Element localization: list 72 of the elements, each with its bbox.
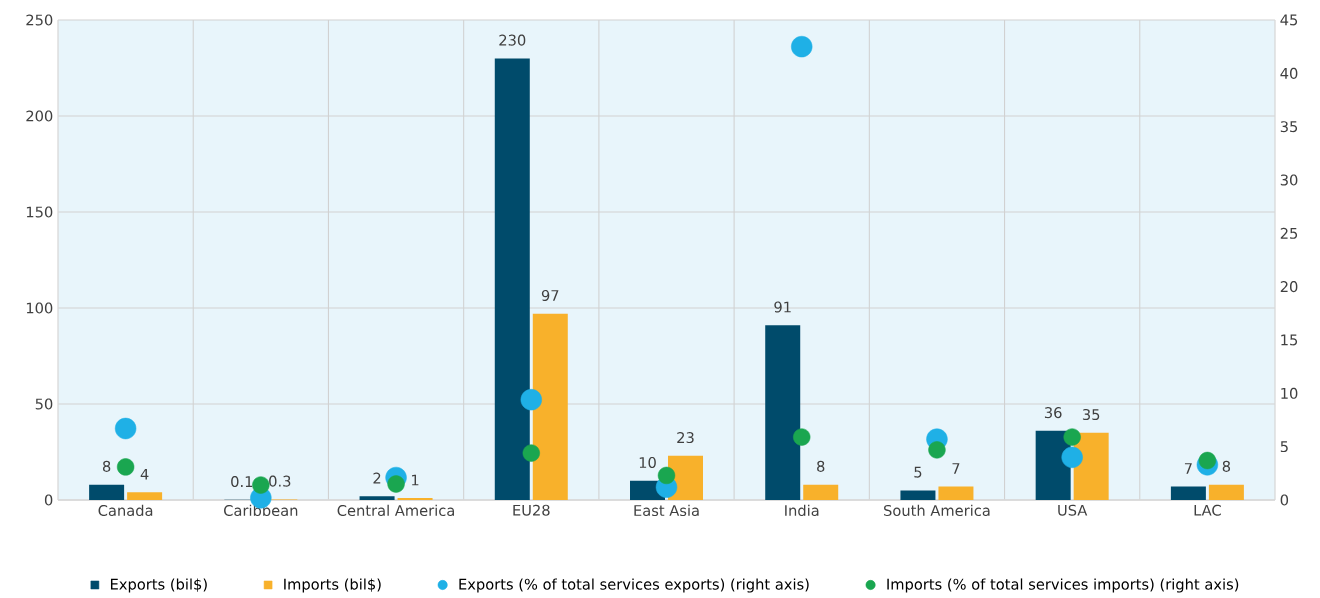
y-tick-label: 150 <box>26 206 53 218</box>
data-label: 36 <box>1044 407 1062 419</box>
legend-label: Imports (bil$) <box>284 578 381 593</box>
bar <box>359 496 395 500</box>
data-label: 10 <box>639 456 656 469</box>
point <box>791 35 813 58</box>
data-label: 91 <box>774 301 791 313</box>
point <box>1063 428 1081 446</box>
bar <box>900 490 936 500</box>
legend-label: Exports (% of total services exports) (right axis) <box>459 578 809 593</box>
point <box>1061 446 1083 468</box>
bar <box>494 58 530 500</box>
data-label: 4 <box>140 468 149 480</box>
x-tick-label: India <box>785 504 819 517</box>
y2-tick-label: 15 <box>1281 334 1298 346</box>
y2-tick-label: 10 <box>1281 387 1298 399</box>
bar <box>803 484 839 500</box>
y2-tick-label: 0 <box>1280 494 1289 506</box>
data-label: 2 <box>373 472 381 484</box>
point <box>1198 451 1217 470</box>
data-label: 0.1 <box>231 476 253 488</box>
data-label: 35 <box>1082 408 1100 421</box>
y2-tick-label: 25 <box>1280 227 1298 239</box>
point <box>520 389 542 411</box>
y-tick-label: 50 <box>35 398 53 410</box>
point <box>522 444 540 462</box>
point <box>116 458 135 476</box>
data-label: 8 <box>1222 460 1231 472</box>
legend-label: Imports (% of total services imports) (right axis) <box>887 578 1239 593</box>
point <box>114 417 137 440</box>
legend-label: Exports (bil$) <box>110 578 207 593</box>
data-label: 23 <box>677 432 694 444</box>
bar <box>89 484 125 500</box>
point <box>252 476 270 494</box>
point <box>657 466 676 485</box>
data-label: 5 <box>914 466 922 478</box>
bar <box>1073 432 1109 500</box>
y2-tick-label: 20 <box>1280 281 1298 293</box>
y2-tick-label: 40 <box>1280 67 1298 79</box>
data-label: 7 <box>952 463 960 474</box>
x-tick-label: Caribbean <box>224 504 298 517</box>
data-label: 8 <box>817 460 825 472</box>
bar <box>938 486 974 500</box>
x-tick-label: South America <box>884 504 990 517</box>
y-tick-label: 100 <box>26 302 53 314</box>
data-label: 0.3 <box>269 475 291 487</box>
bar <box>127 492 163 500</box>
bar <box>532 313 568 500</box>
data-label: 1 <box>412 474 419 486</box>
data-label: 97 <box>541 289 559 302</box>
x-tick-label: East Asia <box>634 504 699 517</box>
bar <box>1170 486 1206 500</box>
point <box>928 441 946 459</box>
y-tick-label: 250 <box>26 14 53 26</box>
y2-tick-label: 35 <box>1280 121 1298 133</box>
x-tick-label: LAC <box>1194 504 1221 516</box>
bar <box>765 325 801 500</box>
x-tick-label: EU28 <box>513 504 550 516</box>
data-label: 230 <box>499 34 526 46</box>
x-tick-label: Central America <box>337 504 454 517</box>
data-label: 8 <box>102 460 111 472</box>
x-tick-label: Canada <box>98 504 153 517</box>
point <box>387 475 405 493</box>
x-tick-label: USA <box>1058 504 1088 516</box>
y2-tick-label: 30 <box>1280 174 1298 186</box>
y-tick-label: 200 <box>26 110 53 122</box>
point <box>793 428 811 446</box>
data-label: 7 <box>1184 463 1192 474</box>
bar <box>1208 484 1244 500</box>
y-tick-label: 0 <box>44 494 53 506</box>
y2-tick-label: 5 <box>1280 441 1288 453</box>
y2-tick-label: 45 <box>1280 14 1298 26</box>
